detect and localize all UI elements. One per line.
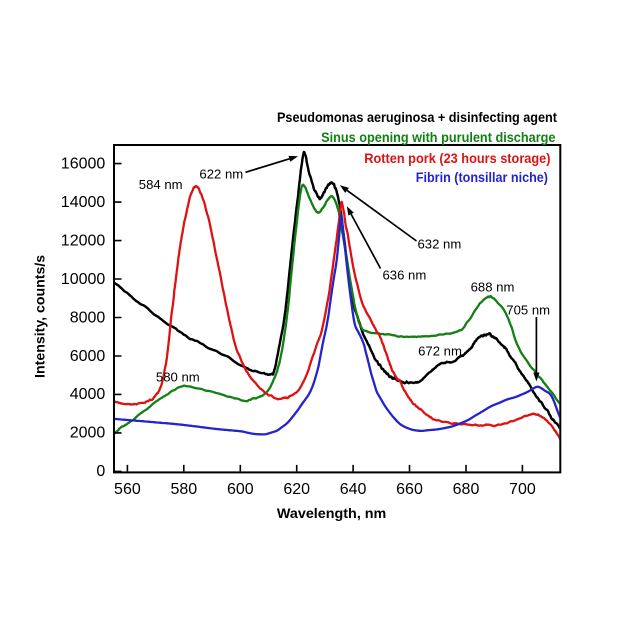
svg-text:Pseudomonas aeruginosa + disin: Pseudomonas aeruginosa + disinfecting ag… bbox=[277, 110, 557, 125]
svg-text:16000: 16000 bbox=[61, 155, 106, 172]
svg-text:Sinus opening with purulent di: Sinus opening with purulent discharge bbox=[321, 130, 556, 145]
svg-text:680: 680 bbox=[453, 481, 480, 498]
svg-text:10000: 10000 bbox=[61, 271, 106, 288]
svg-text:622 nm: 622 nm bbox=[199, 167, 243, 182]
svg-text:620: 620 bbox=[283, 481, 310, 498]
svg-text:14000: 14000 bbox=[61, 194, 106, 211]
svg-text:580 nm: 580 nm bbox=[156, 369, 200, 384]
svg-text:672 nm: 672 nm bbox=[418, 344, 462, 359]
svg-text:8000: 8000 bbox=[70, 309, 106, 326]
svg-text:584 nm: 584 nm bbox=[139, 177, 183, 192]
svg-text:660: 660 bbox=[396, 481, 423, 498]
svg-text:705 nm: 705 nm bbox=[506, 302, 550, 317]
svg-text:636 nm: 636 nm bbox=[383, 267, 427, 282]
svg-text:600: 600 bbox=[227, 481, 254, 498]
svg-text:Rotten pork (23 hours storage): Rotten pork (23 hours storage) bbox=[364, 151, 550, 166]
svg-text:700: 700 bbox=[509, 481, 536, 498]
svg-text:Intensity, counts/s: Intensity, counts/s bbox=[31, 255, 47, 378]
svg-text:632 nm: 632 nm bbox=[418, 237, 462, 252]
svg-text:4000: 4000 bbox=[70, 386, 106, 403]
svg-text:6000: 6000 bbox=[70, 348, 106, 365]
svg-text:0: 0 bbox=[96, 463, 105, 480]
svg-text:12000: 12000 bbox=[61, 232, 106, 249]
svg-text:Wavelength, nm: Wavelength, nm bbox=[277, 505, 386, 521]
svg-text:Fibrin (tonsillar niche): Fibrin (tonsillar niche) bbox=[416, 170, 548, 185]
svg-text:2000: 2000 bbox=[70, 425, 106, 442]
svg-text:640: 640 bbox=[340, 481, 367, 498]
svg-text:580: 580 bbox=[170, 481, 197, 498]
svg-text:688 nm: 688 nm bbox=[471, 280, 515, 295]
svg-text:560: 560 bbox=[114, 481, 141, 498]
